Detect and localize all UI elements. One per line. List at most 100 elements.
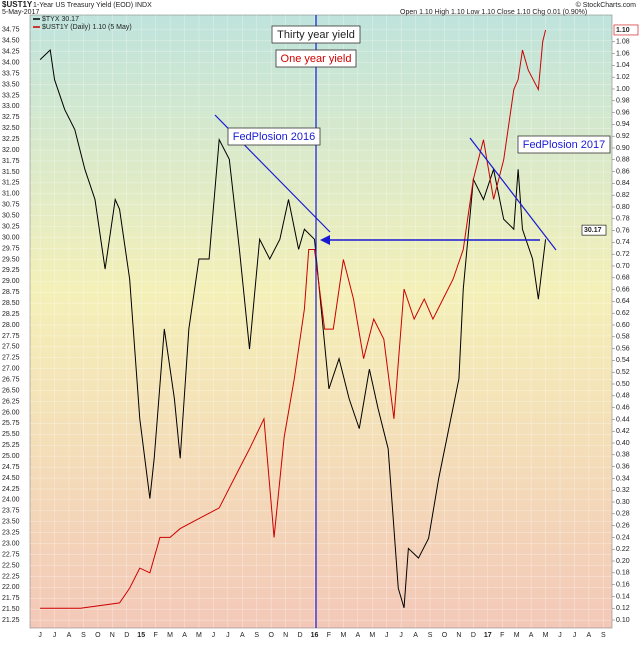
y2-tick-label: 0.98 <box>616 98 630 105</box>
y2-tick-label: 0.60 <box>616 322 630 329</box>
y-tick-label: 24.25 <box>2 486 20 493</box>
y-tick-label: 34.50 <box>2 38 20 45</box>
x-tick-label: M <box>340 632 346 639</box>
x-tick-label: M <box>369 632 375 639</box>
legend-label: $UST1Y (Daily) 1.10 (5 May) <box>42 24 132 31</box>
y-tick-label: 27.75 <box>2 333 20 340</box>
annotation-box <box>227 127 321 146</box>
y2-tick-label: 0.48 <box>616 393 630 400</box>
y-tick-label: 28.00 <box>2 322 20 329</box>
y-tick-label: 32.00 <box>2 147 20 154</box>
x-tick-label: S <box>254 632 259 639</box>
y2-tick-label: 0.64 <box>616 298 630 305</box>
y2-tick-label: 0.18 <box>616 570 630 577</box>
y-tick-label: 28.50 <box>2 300 20 307</box>
y-tick-label: 30.75 <box>2 202 20 209</box>
x-tick-label: J <box>399 632 403 639</box>
x-tick-label: M <box>196 632 202 639</box>
y2-tick-label: 0.80 <box>616 204 630 211</box>
x-tick-label: 15 <box>137 632 145 639</box>
x-tick-label: N <box>456 632 461 639</box>
y-tick-label: 33.00 <box>2 103 20 110</box>
y-tick-label: 29.25 <box>2 267 20 274</box>
y2-tick-label: 0.24 <box>616 534 630 541</box>
y-tick-label: 21.50 <box>2 606 20 613</box>
y-tick-label: 25.25 <box>2 442 20 449</box>
y2-tick-label: 0.50 <box>616 381 630 388</box>
quote: Open 1.10 High 1.10 Low 1.10 Close 1.10 … <box>400 9 587 16</box>
x-tick-label: A <box>182 632 187 639</box>
last-value-tag <box>613 24 639 36</box>
y-tick-label: 26.50 <box>2 387 20 394</box>
y-tick-label: 28.25 <box>2 311 20 318</box>
trendline-2017 <box>469 137 557 251</box>
annotation-box <box>517 135 611 154</box>
annotation: FedPlosion 2017 <box>523 139 606 151</box>
y-tick-label: 34.00 <box>2 60 20 67</box>
y2-tick-label: 0.86 <box>616 168 630 175</box>
x-tick-label: A <box>355 632 360 639</box>
y2-tick-label: 0.68 <box>616 275 630 282</box>
x-tick-label: F <box>327 632 331 639</box>
x-tick-label: J <box>38 632 42 639</box>
y2-tick-label: 0.26 <box>616 522 630 529</box>
y-tick-label: 31.75 <box>2 158 20 165</box>
x-tick-label: 17 <box>484 632 492 639</box>
y2-tick-label: 0.90 <box>616 145 630 152</box>
y2-tick-label: 1.08 <box>616 39 630 46</box>
y-tick-label: 31.00 <box>2 191 20 198</box>
y-tick-label: 23.25 <box>2 530 20 537</box>
y-tick-label: 26.75 <box>2 376 20 383</box>
x-tick-label: A <box>529 632 534 639</box>
y2-tick-label: 0.16 <box>616 581 630 588</box>
date: 5-May-2017 <box>2 9 39 16</box>
series-line <box>39 48 547 609</box>
y-tick-label: 27.00 <box>2 366 20 373</box>
x-tick-label: S <box>81 632 86 639</box>
x-tick-label: J <box>573 632 577 639</box>
y-tick-label: 28.75 <box>2 289 20 296</box>
x-tick-label: 16 <box>311 632 319 639</box>
x-tick-label: F <box>154 632 158 639</box>
x-tick-label: M <box>167 632 173 639</box>
plot-area <box>29 14 613 629</box>
y-tick-label: 33.75 <box>2 70 20 77</box>
y-tick-label: 32.50 <box>2 125 20 132</box>
y-tick-label: 24.00 <box>2 497 20 504</box>
y2-tick-label: 0.52 <box>616 369 630 376</box>
y2-tick-label: 1.00 <box>616 86 630 93</box>
x-tick-label: A <box>67 632 72 639</box>
annotation-box <box>271 25 361 44</box>
y-tick-label: 30.25 <box>2 223 20 230</box>
y2-tick-label: 0.74 <box>616 239 630 246</box>
y2-tick-label: 0.44 <box>616 416 630 423</box>
source: © StockCharts.com <box>576 1 637 9</box>
y-tick-label: 29.50 <box>2 256 20 263</box>
y2-tick-label: 0.96 <box>616 109 630 116</box>
x-tick-label: J <box>226 632 230 639</box>
x-tick-label: J <box>385 632 389 639</box>
lines <box>39 29 547 609</box>
x-tick-label: A <box>587 632 592 639</box>
y2-tick-label: 0.42 <box>616 428 630 435</box>
x-tick-label: J <box>212 632 216 639</box>
y-tick-label: 25.75 <box>2 420 20 427</box>
y2-tick-label: 0.28 <box>616 511 630 518</box>
y-tick-label: 24.75 <box>2 464 20 471</box>
x-tick-label: N <box>283 632 288 639</box>
y-tick-label: 22.00 <box>2 584 20 591</box>
y2-tick-label: 0.30 <box>616 499 630 506</box>
y2-tick-label: 0.66 <box>616 286 630 293</box>
last-value-label: 30.17 <box>584 227 602 234</box>
annotation-box <box>275 49 357 68</box>
y2-tick-label: 0.94 <box>616 121 630 128</box>
y2-tick-label: 0.22 <box>616 546 630 553</box>
x-tick-label: A <box>240 632 245 639</box>
y-tick-label: 34.75 <box>2 27 20 34</box>
y-tick-label: 25.00 <box>2 453 20 460</box>
y2-tick-label: 0.38 <box>616 452 630 459</box>
annotation: FedPlosion 2016 <box>233 131 316 143</box>
x-tick-label: O <box>268 632 274 639</box>
y-tick-label: 21.25 <box>2 617 20 624</box>
annotation: Thirty year yield <box>277 29 355 41</box>
